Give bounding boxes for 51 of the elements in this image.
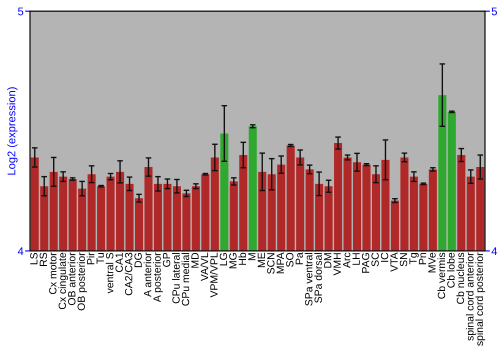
- y2-tick-label: 5: [492, 8, 497, 16]
- x-tick-label: OB anterior: [68, 252, 76, 306]
- x-tick-label: A anterior: [144, 252, 152, 297]
- x-tick-label: PAG: [362, 253, 370, 273]
- x-tick-label: Cx motor: [49, 252, 56, 294]
- x-tick-label: SO: [286, 252, 294, 267]
- x-tick-label: LG: [220, 253, 228, 266]
- x-tick-label: SC: [371, 252, 379, 266]
- x-tick-label: M: [248, 253, 256, 260]
- x-tick-label: SCN: [267, 253, 275, 274]
- x-tick-label: Pa: [296, 252, 303, 264]
- x-tick-label: ventral S: [106, 252, 114, 294]
- x-tick-label: spinal cord anterior: [466, 252, 476, 341]
- x-tick-label: VPM/VPL: [210, 252, 218, 298]
- x-tick-label: Arc: [343, 252, 350, 268]
- x-tick-label: RS: [40, 252, 48, 266]
- x-tick-label: Cb nucleus: [456, 252, 464, 304]
- x-tick-label: CPu medial: [182, 253, 190, 306]
- x-tick-label: IC: [380, 252, 388, 262]
- x-tick-label: GP: [162, 252, 170, 267]
- x-tick-label: MPA: [276, 252, 284, 274]
- x-tick-label: Pn: [418, 253, 426, 264]
- y-axis-title: Log2 (expression): [7, 87, 18, 175]
- x-tick-label: Pir: [86, 252, 94, 264]
- x-tick-label: Cb lobe: [446, 252, 455, 288]
- x-tick-label: VA/VL: [200, 252, 208, 282]
- x-tick-label: CPu lateral: [172, 253, 180, 304]
- y2-tick-label: 4: [492, 247, 498, 255]
- x-tick-label: Hb: [238, 252, 246, 265]
- x-tick-label: Tg: [409, 253, 419, 264]
- x-tick-label: LH: [352, 253, 360, 265]
- x-tick-label: VMH: [334, 253, 341, 276]
- x-tick-label: DG: [134, 253, 142, 268]
- x-tick-label: CA1: [115, 252, 123, 272]
- x-tick-label: SPa ventral: [304, 253, 312, 306]
- x-tick-label: ME: [258, 252, 265, 268]
- x-tick-label: Cx cingulate: [58, 252, 68, 310]
- x-tick-label: DM: [324, 253, 332, 268]
- x-tick-label: A posterior: [153, 252, 163, 302]
- x-tick-label: MG: [229, 253, 237, 268]
- x-tick-label: spinal cord posterior: [475, 252, 486, 346]
- x-tick-label: MD: [191, 252, 199, 268]
- x-tick-label: VTA: [390, 252, 398, 272]
- x-tick-label: MVe: [428, 252, 436, 272]
- x-tick-label: CA2/CA3: [124, 252, 132, 296]
- x-tick-label: Cb vermis: [437, 252, 446, 299]
- x-tick-label: Tu: [96, 253, 104, 264]
- x-tick-label: OB posterior: [77, 252, 87, 310]
- x-tick-label: SPa dorsal: [314, 253, 322, 303]
- x-tick-label: SN: [400, 253, 408, 266]
- x-tick-label: LS: [30, 252, 38, 264]
